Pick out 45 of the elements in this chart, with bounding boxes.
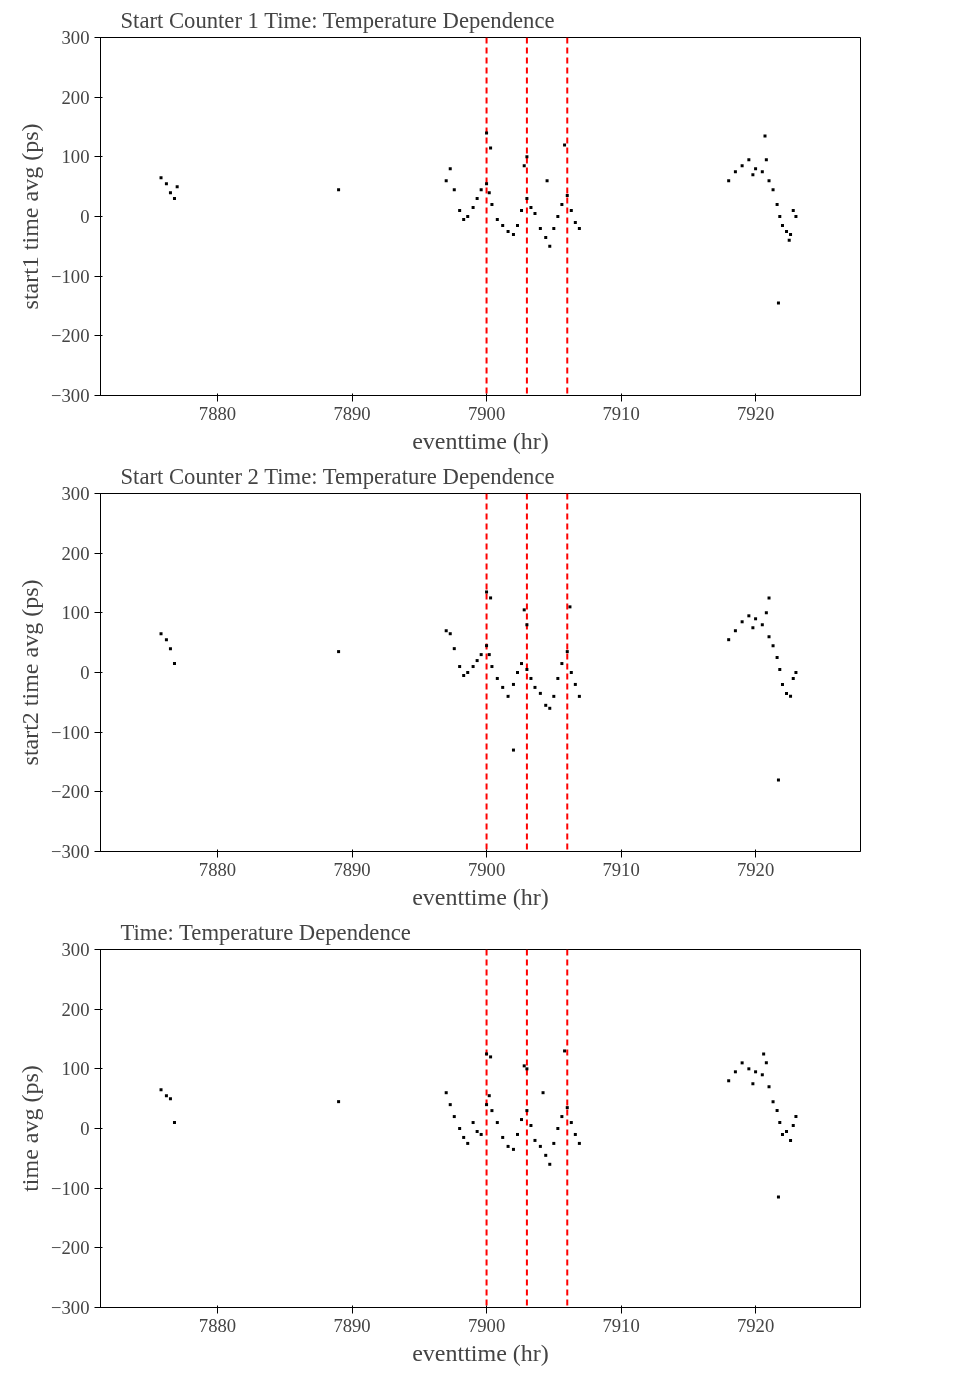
y-tick-label: 200 <box>61 998 90 1020</box>
x-tick-label: 7900 <box>467 858 506 880</box>
x-tick-label: 7890 <box>333 1314 371 1336</box>
y-axis-title: start2 time avg (ps) <box>16 579 43 766</box>
x-tick-label: 7920 <box>736 402 775 424</box>
y-axis-title: time avg (ps) <box>16 1065 43 1192</box>
x-axis-title: eventtime (hr) <box>412 1339 549 1366</box>
x-tick-label: 7890 <box>333 858 371 880</box>
y-tick-label: −200 <box>50 1237 90 1259</box>
y-tick-label: 100 <box>61 602 90 624</box>
y-tick-label: −100 <box>50 265 90 287</box>
x-tick-label: 7910 <box>602 858 640 880</box>
y-tick-label: −100 <box>50 721 90 743</box>
y-tick-label: 0 <box>80 1118 90 1139</box>
y-tick-label: 300 <box>61 939 90 960</box>
x-axis-title: eventtime (hr) <box>412 883 549 910</box>
y-tick-label: 0 <box>80 662 90 683</box>
x-tick-label: 7880 <box>198 1314 237 1336</box>
x-tick-label: 7900 <box>467 402 506 424</box>
y-tick-label: −300 <box>50 385 90 406</box>
y-axis-title: start1 time avg (ps) <box>16 123 43 310</box>
y-tick-label: 300 <box>61 483 90 504</box>
x-tick-label: 7920 <box>736 1314 775 1336</box>
y-tick-label: −300 <box>50 1297 90 1318</box>
chart-title: Start Counter 1 Time: Temperature Dependence <box>120 7 555 33</box>
x-tick-label: 7920 <box>736 858 775 880</box>
x-tick-label: 7880 <box>198 402 237 424</box>
y-tick-label: −200 <box>50 325 90 347</box>
y-tick-label: 0 <box>80 206 90 227</box>
y-tick-label: −200 <box>50 781 90 803</box>
y-tick-label: 200 <box>61 86 90 108</box>
x-tick-label: 7890 <box>333 402 371 424</box>
y-tick-label: 300 <box>61 27 90 48</box>
x-axis-title: eventtime (hr) <box>412 427 549 454</box>
x-tick-label: 7910 <box>602 402 640 424</box>
y-tick-label: −300 <box>50 841 90 862</box>
x-tick-label: 7910 <box>602 1314 640 1336</box>
x-tick-label: 7880 <box>198 858 237 880</box>
chart-title: Start Counter 2 Time: Temperature Dependence <box>120 463 555 489</box>
y-tick-label: 200 <box>61 542 90 564</box>
x-tick-label: 7900 <box>467 1314 506 1336</box>
y-tick-label: 100 <box>61 1058 90 1080</box>
chart-title: Time: Temperature Dependence <box>120 919 411 945</box>
y-tick-label: −100 <box>50 1177 90 1199</box>
y-tick-label: 100 <box>61 146 90 168</box>
